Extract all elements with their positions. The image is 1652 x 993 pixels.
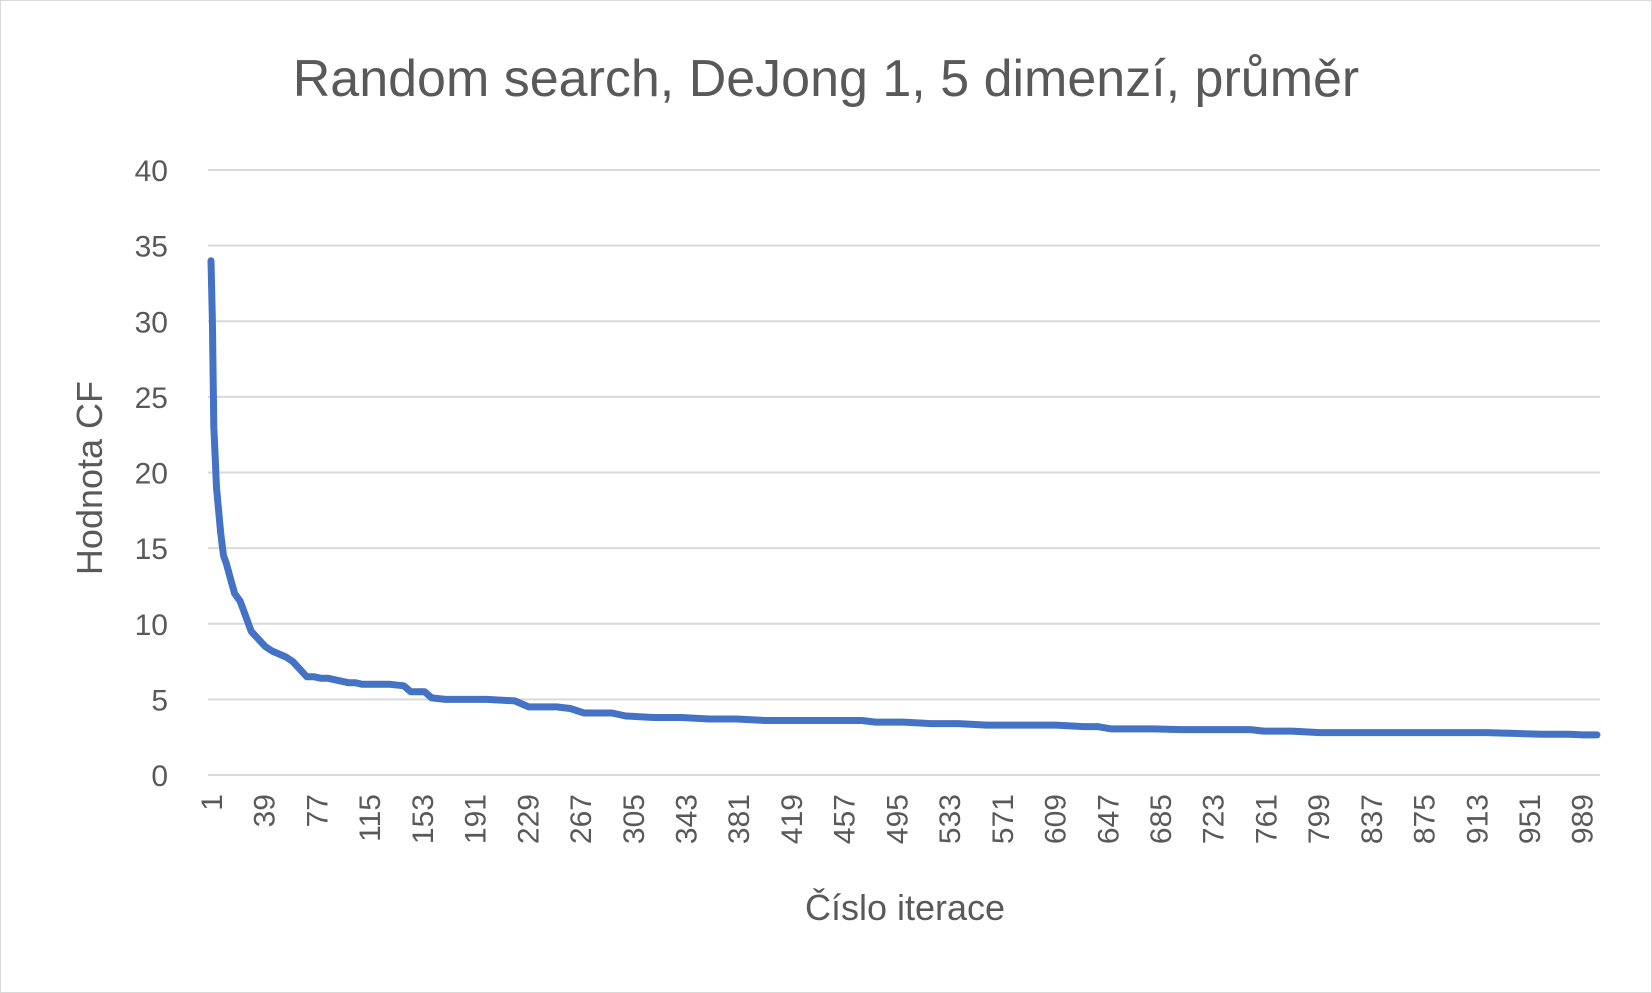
y-tick-label: 25 — [135, 382, 168, 415]
y-axis-ticks: 0 5 10 15 20 25 30 35 40 — [135, 155, 168, 793]
x-axis-label: Číslo iterace — [805, 887, 1005, 928]
x-tick-label: 343 — [670, 794, 703, 844]
gridlines — [208, 169, 1600, 776]
x-tick-label: 685 — [1145, 794, 1178, 844]
x-tick-label: 267 — [565, 794, 598, 844]
x-tick-label: 951 — [1514, 794, 1547, 844]
x-tick-label: 381 — [723, 794, 756, 844]
x-tick-label: 77 — [301, 794, 334, 827]
x-tick-label: 153 — [407, 794, 440, 844]
y-tick-label: 35 — [135, 231, 168, 264]
x-tick-label: 989 — [1567, 794, 1600, 844]
x-tick-label: 875 — [1409, 794, 1442, 844]
y-axis-label: Hodnota CF — [69, 381, 110, 575]
x-tick-label: 647 — [1092, 794, 1125, 844]
x-tick-label: 419 — [776, 794, 809, 844]
y-tick-label: 5 — [151, 684, 168, 717]
y-tick-label: 0 — [151, 760, 168, 793]
x-tick-label: 495 — [881, 794, 914, 844]
y-tick-label: 20 — [135, 458, 168, 491]
x-tick-label: 571 — [987, 794, 1020, 844]
series-line — [207, 257, 1601, 739]
chart-title: Random search, DeJong 1, 5 dimenzí, prům… — [293, 50, 1360, 108]
x-tick-label: 723 — [1198, 794, 1231, 844]
y-tick-label: 30 — [135, 306, 168, 339]
x-tick-label: 913 — [1461, 794, 1494, 844]
x-tick-label: 533 — [934, 794, 967, 844]
x-axis-ticks: 1 39 77 115 153 191 229 267 305 343 381 419 457 495 53… — [196, 794, 1600, 844]
y-tick-label: 15 — [135, 533, 168, 566]
x-tick-label: 229 — [512, 794, 545, 844]
x-tick-label: 761 — [1250, 794, 1283, 844]
x-tick-label: 457 — [829, 794, 862, 844]
x-tick-label: 39 — [249, 794, 282, 827]
x-tick-label: 799 — [1303, 794, 1336, 844]
x-tick-label: 191 — [460, 794, 493, 844]
x-tick-label: 115 — [354, 794, 387, 842]
y-tick-label: 10 — [135, 609, 168, 642]
x-tick-label: 837 — [1356, 794, 1389, 844]
y-tick-label: 40 — [135, 155, 168, 188]
x-tick-label: 305 — [618, 794, 651, 844]
x-tick-label: 609 — [1040, 794, 1073, 844]
series-lines — [207, 257, 1601, 739]
x-tick-label: 1 — [196, 794, 229, 811]
